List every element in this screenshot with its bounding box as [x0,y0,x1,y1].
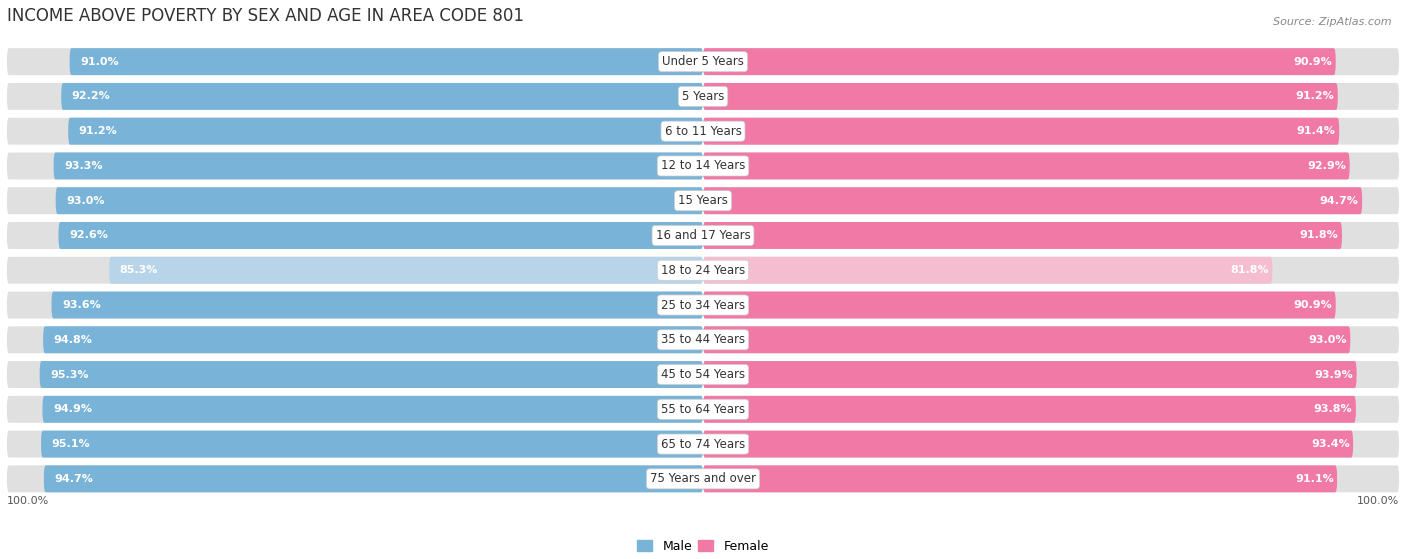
FancyBboxPatch shape [703,118,1339,145]
Text: 75 Years and over: 75 Years and over [650,472,756,485]
Text: 65 to 74 Years: 65 to 74 Years [661,438,745,451]
Text: 90.9%: 90.9% [1294,56,1333,67]
Text: 25 to 34 Years: 25 to 34 Years [661,299,745,311]
Text: 91.8%: 91.8% [1299,230,1339,240]
FancyBboxPatch shape [7,466,703,492]
Text: 91.2%: 91.2% [1295,92,1334,101]
Legend: Male, Female: Male, Female [633,535,773,558]
FancyBboxPatch shape [703,222,1399,249]
Text: 18 to 24 Years: 18 to 24 Years [661,264,745,277]
FancyBboxPatch shape [39,361,703,388]
FancyBboxPatch shape [703,83,1337,110]
Text: 6 to 11 Years: 6 to 11 Years [665,125,741,138]
FancyBboxPatch shape [703,361,1399,388]
FancyBboxPatch shape [703,396,1355,423]
FancyBboxPatch shape [7,48,703,75]
Text: 94.7%: 94.7% [55,474,93,484]
FancyBboxPatch shape [7,83,703,110]
Text: 94.7%: 94.7% [1320,196,1358,206]
FancyBboxPatch shape [703,187,1362,214]
Text: 15 Years: 15 Years [678,194,728,207]
FancyBboxPatch shape [7,396,703,423]
Text: Under 5 Years: Under 5 Years [662,55,744,68]
Text: 93.9%: 93.9% [1315,369,1353,380]
FancyBboxPatch shape [7,326,703,353]
FancyBboxPatch shape [703,326,1399,353]
Text: 81.8%: 81.8% [1230,266,1268,275]
Text: 91.2%: 91.2% [79,126,117,136]
FancyBboxPatch shape [69,48,703,75]
Text: 45 to 54 Years: 45 to 54 Years [661,368,745,381]
FancyBboxPatch shape [44,326,703,353]
FancyBboxPatch shape [703,83,1399,110]
FancyBboxPatch shape [69,118,703,145]
FancyBboxPatch shape [703,466,1399,492]
FancyBboxPatch shape [44,466,703,492]
Text: 100.0%: 100.0% [1357,496,1399,506]
FancyBboxPatch shape [703,396,1399,423]
FancyBboxPatch shape [703,292,1399,319]
Text: 5 Years: 5 Years [682,90,724,103]
FancyBboxPatch shape [703,292,1336,319]
FancyBboxPatch shape [703,430,1399,458]
FancyBboxPatch shape [703,361,1357,388]
Text: 92.2%: 92.2% [72,92,111,101]
FancyBboxPatch shape [7,118,703,145]
FancyBboxPatch shape [703,187,1399,214]
Text: 91.0%: 91.0% [80,56,118,67]
Text: 93.4%: 93.4% [1310,439,1350,449]
Text: 93.3%: 93.3% [65,161,103,171]
FancyBboxPatch shape [703,326,1350,353]
Text: 95.1%: 95.1% [52,439,90,449]
FancyBboxPatch shape [703,430,1353,458]
Text: 85.3%: 85.3% [120,266,157,275]
FancyBboxPatch shape [41,430,703,458]
FancyBboxPatch shape [703,48,1336,75]
FancyBboxPatch shape [703,153,1399,179]
FancyBboxPatch shape [7,257,703,284]
FancyBboxPatch shape [703,48,1399,75]
FancyBboxPatch shape [703,257,1399,284]
Text: 93.0%: 93.0% [66,196,104,206]
FancyBboxPatch shape [7,222,703,249]
FancyBboxPatch shape [7,292,703,319]
FancyBboxPatch shape [62,83,703,110]
Text: 91.4%: 91.4% [1296,126,1336,136]
FancyBboxPatch shape [42,396,703,423]
Text: 100.0%: 100.0% [7,496,49,506]
Text: 93.0%: 93.0% [1309,335,1347,345]
Text: 94.8%: 94.8% [53,335,93,345]
FancyBboxPatch shape [703,466,1337,492]
Text: 55 to 64 Years: 55 to 64 Years [661,403,745,416]
Text: 90.9%: 90.9% [1294,300,1333,310]
FancyBboxPatch shape [53,153,703,179]
FancyBboxPatch shape [703,118,1399,145]
Text: 91.1%: 91.1% [1295,474,1334,484]
Text: INCOME ABOVE POVERTY BY SEX AND AGE IN AREA CODE 801: INCOME ABOVE POVERTY BY SEX AND AGE IN A… [7,7,524,25]
Text: 92.9%: 92.9% [1308,161,1346,171]
FancyBboxPatch shape [7,361,703,388]
Text: 93.6%: 93.6% [62,300,101,310]
Text: Source: ZipAtlas.com: Source: ZipAtlas.com [1274,17,1392,27]
Text: 93.8%: 93.8% [1313,404,1353,414]
Text: 16 and 17 Years: 16 and 17 Years [655,229,751,242]
Text: 12 to 14 Years: 12 to 14 Years [661,159,745,173]
FancyBboxPatch shape [703,222,1341,249]
Text: 92.6%: 92.6% [69,230,108,240]
FancyBboxPatch shape [52,292,703,319]
FancyBboxPatch shape [703,257,1272,284]
Text: 35 to 44 Years: 35 to 44 Years [661,333,745,346]
FancyBboxPatch shape [59,222,703,249]
FancyBboxPatch shape [703,153,1350,179]
Text: 94.9%: 94.9% [53,404,91,414]
FancyBboxPatch shape [110,257,703,284]
Text: 95.3%: 95.3% [51,369,89,380]
FancyBboxPatch shape [7,430,703,458]
FancyBboxPatch shape [7,153,703,179]
FancyBboxPatch shape [56,187,703,214]
FancyBboxPatch shape [7,187,703,214]
